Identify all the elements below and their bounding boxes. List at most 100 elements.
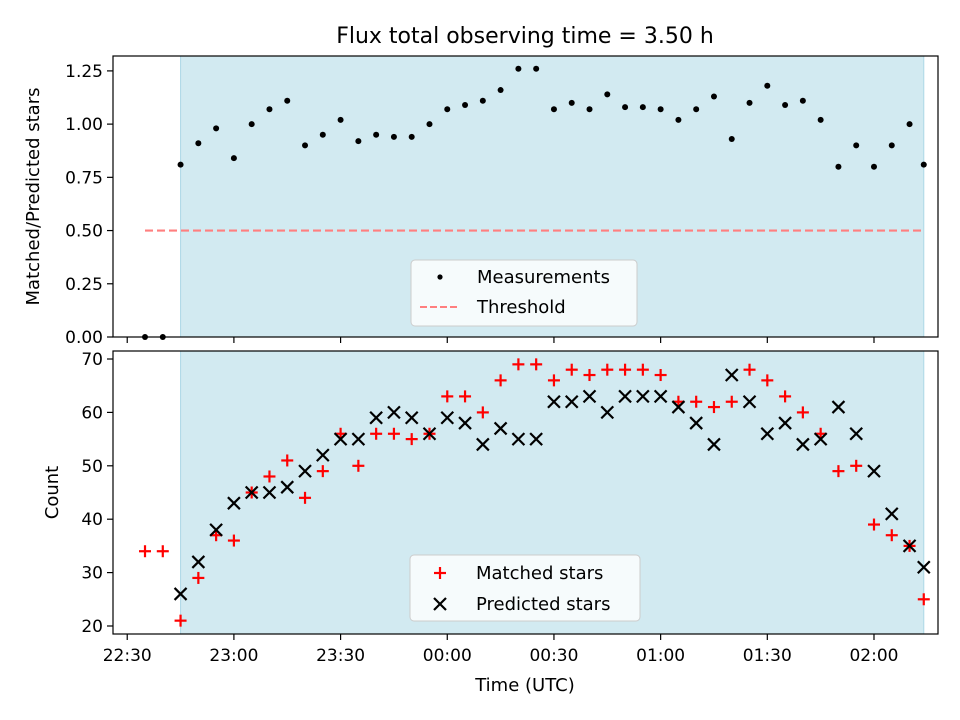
measurement-point xyxy=(906,121,913,128)
cross-stroke xyxy=(227,496,241,510)
y-tick-label: 0.75 xyxy=(65,168,103,188)
matched-star-point xyxy=(405,433,418,446)
matched-star-point xyxy=(530,358,543,371)
legend-measurements-marker xyxy=(437,274,443,280)
predicted-star-point xyxy=(529,432,543,446)
count-legend: Matched stars Predicted stars xyxy=(409,554,641,622)
y-tick-label: 70 xyxy=(81,350,103,370)
matched-star-point xyxy=(316,465,329,478)
predicted-star-point xyxy=(582,389,597,404)
cross-stroke xyxy=(831,400,846,414)
measurement-point xyxy=(213,125,220,132)
predicted-star-point xyxy=(884,507,899,521)
matched-stars-points xyxy=(139,358,930,627)
predicted-star-point xyxy=(422,426,437,441)
matched-star-point xyxy=(707,401,720,414)
count-y-axis-label: Count xyxy=(42,466,63,519)
cross-stroke xyxy=(529,432,543,446)
predicted-star-point xyxy=(778,416,792,430)
predicted-star-point xyxy=(333,432,348,446)
matched-star-point xyxy=(619,363,632,376)
cross-stroke xyxy=(600,405,615,420)
measurement-point xyxy=(355,138,362,145)
ratio-legend-box xyxy=(410,259,638,327)
cross-stroke xyxy=(404,410,419,425)
predicted-star-point xyxy=(813,432,828,446)
predicted-star-point xyxy=(796,437,810,452)
predicted-star-point xyxy=(173,587,188,601)
measurement-point xyxy=(515,65,522,72)
predicted-star-point xyxy=(916,560,931,575)
measurement-point xyxy=(497,87,504,94)
legend-plus-glyph xyxy=(434,567,446,579)
cross-stroke xyxy=(422,426,437,441)
matched-star-point xyxy=(743,363,756,376)
ratio-legend: Measurements Threshold xyxy=(410,259,638,327)
x-tick-label: 01:00 xyxy=(636,646,685,666)
predicted-star-point xyxy=(298,464,312,478)
measurement-point xyxy=(870,163,877,170)
cross-stroke xyxy=(849,426,863,441)
cross-stroke xyxy=(433,597,447,611)
predicted-star-point xyxy=(653,389,668,404)
matched-star-point xyxy=(867,518,880,531)
predicted-star-point xyxy=(671,400,686,414)
matched-star-point xyxy=(476,406,489,419)
measurement-point xyxy=(728,136,735,143)
legend-matched-label: Matched stars xyxy=(476,563,603,584)
y-tick-label: 0.00 xyxy=(65,328,103,348)
y-tick-label: 1.00 xyxy=(65,115,103,135)
predicted-star-point xyxy=(316,448,330,462)
cross-stroke xyxy=(707,437,721,452)
measurement-point xyxy=(230,155,237,162)
count-panel: 20 30 40 50 60 70 22:30 23:00 23:30 00:00 00:30 01… xyxy=(42,350,939,696)
x-tick-label: 00:00 xyxy=(423,646,472,666)
measurement-point xyxy=(920,161,927,168)
cross-stroke xyxy=(564,394,579,409)
predicted-star-point xyxy=(902,539,917,553)
cross-stroke xyxy=(458,416,472,430)
matched-star-point xyxy=(885,529,898,542)
count-legend-box xyxy=(409,554,641,622)
matched-star-point xyxy=(156,545,169,558)
cross-stroke xyxy=(493,421,508,436)
cross-stroke xyxy=(387,405,401,420)
predicted-star-point xyxy=(209,523,223,537)
cross-stroke xyxy=(760,426,775,441)
matched-star-point xyxy=(725,395,738,408)
predicted-star-point xyxy=(493,421,508,436)
matched-star-point xyxy=(917,593,930,606)
cross-stroke xyxy=(333,432,348,446)
cross-stroke xyxy=(316,448,330,462)
predicted-star-point xyxy=(440,410,455,425)
cross-stroke xyxy=(742,394,757,409)
cross-stroke xyxy=(298,464,312,478)
predicted-star-point xyxy=(244,485,259,500)
predicted-star-point xyxy=(547,394,561,409)
y-tick-label: 1.25 xyxy=(65,62,103,82)
predicted-star-point xyxy=(742,394,757,409)
predicted-star-point xyxy=(387,405,401,420)
predicted-star-point xyxy=(369,410,383,425)
matched-star-point xyxy=(174,614,187,627)
predicted-star-point xyxy=(191,555,206,569)
cross-stroke xyxy=(582,389,597,404)
measurement-point xyxy=(248,121,255,128)
ratio-y-ticks: 0.00 0.25 0.50 0.75 1.00 1.25 xyxy=(65,62,113,348)
cross-stroke xyxy=(547,394,561,409)
measurement-point xyxy=(337,116,344,123)
cross-stroke xyxy=(916,560,931,575)
measurement-point xyxy=(782,101,789,108)
predicted-star-point xyxy=(618,389,632,404)
measurement-point xyxy=(390,133,397,140)
measurement-point xyxy=(622,104,629,111)
measurement-point xyxy=(479,97,486,104)
count-plot-frame xyxy=(112,350,939,635)
predicted-star-point xyxy=(476,437,490,452)
predicted-star-point xyxy=(262,485,277,500)
y-tick-label: 60 xyxy=(81,403,103,423)
cross-stroke xyxy=(209,523,223,537)
matched-star-point xyxy=(850,459,863,472)
matched-star-point xyxy=(654,369,667,382)
ratio-panel: 0.00 0.25 0.50 0.75 1.00 1.25 Matched/Predict… xyxy=(23,55,939,348)
